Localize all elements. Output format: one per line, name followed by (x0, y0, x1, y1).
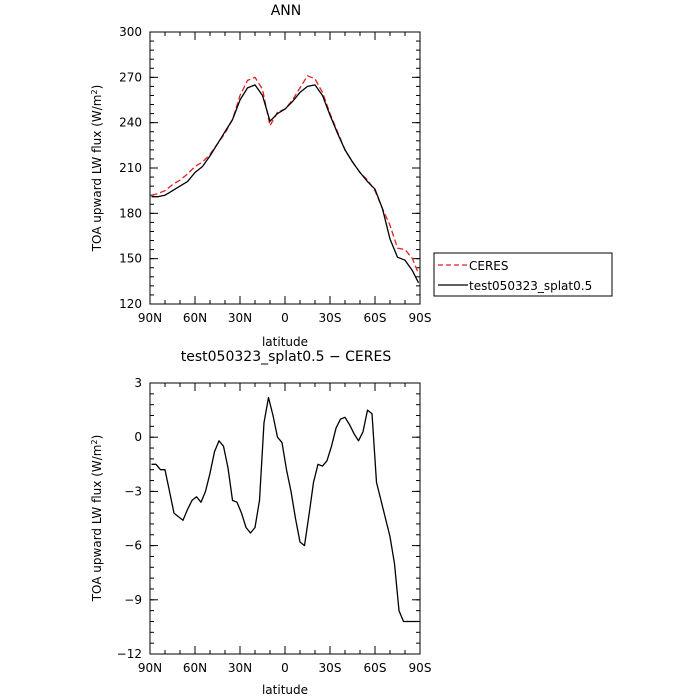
top-x-tick-label: 30N (228, 311, 252, 325)
bottom-x-tick-label: 30S (319, 661, 342, 675)
bottom-y-tick-label: −3 (124, 484, 142, 498)
top-x-tick-label: 60N (183, 311, 207, 325)
top-y-tick-label: 150 (119, 252, 142, 266)
top-x-axis-label: latitude (262, 335, 308, 349)
top-plot-frame (149, 31, 421, 305)
bottom-x-axis-label: latitude (262, 683, 308, 697)
bottom-y-tick-label: −9 (124, 593, 142, 607)
top-y-tick-label: 300 (119, 25, 142, 39)
bottom-x-tick-label: 60N (183, 661, 207, 675)
bottom-panel: test050323_splat0.5 − CERES 90N 60N 30N 0 30… (90, 349, 432, 697)
legend-label-model: test050323_splat0.5 (469, 279, 592, 293)
top-y-tick-label: 270 (119, 70, 142, 84)
legend-label-ceres: CERES (469, 259, 509, 273)
legend: CERES test050323_splat0.5 (433, 252, 613, 297)
top-x-tick-label: 30S (319, 311, 342, 325)
bottom-x-tick-label: 0 (281, 661, 289, 675)
bottom-chart-title: test050323_splat0.5 − CERES (181, 349, 392, 365)
top-x-tick-label: 90N (138, 311, 162, 325)
bottom-series-line-0 (151, 396, 419, 623)
legend-box (433, 252, 613, 297)
top-chart-title: ANN (271, 3, 302, 19)
bottom-plot-frame (149, 382, 421, 655)
bottom-x-tick-label: 60S (364, 661, 387, 675)
top-y-axis-label: TOA upward LW flux (W/m2) (90, 85, 105, 253)
bottom-x-tick-label: 30N (228, 661, 252, 675)
bottom-x-tick-label: 90N (138, 661, 162, 675)
top-y-tick-label: 240 (119, 116, 142, 130)
top-series-line-1 (151, 84, 420, 284)
bottom-y-axis-label: TOA upward LW flux (W/m2) (90, 435, 105, 603)
top-x-tick-label: 0 (281, 311, 289, 325)
top-series-line-0 (151, 75, 420, 275)
bottom-x-tick-label: 90S (409, 661, 432, 675)
bottom-y-tick-label: 3 (134, 376, 142, 390)
top-panel: ANN 90N 60N 30N 0 30S 60S 90S 120 150 180 210 240 27… (90, 3, 432, 349)
top-x-tick-label: 90S (409, 311, 432, 325)
top-y-tick-label: 210 (119, 161, 142, 175)
top-y-tick-label: 120 (119, 297, 142, 311)
top-x-tick-label: 60S (364, 311, 387, 325)
top-y-tick-label: 180 (119, 206, 142, 220)
bottom-y-tick-label: 0 (134, 430, 142, 444)
bottom-y-tick-label: −6 (124, 539, 142, 553)
bottom-y-tick-label: −12 (117, 647, 142, 661)
